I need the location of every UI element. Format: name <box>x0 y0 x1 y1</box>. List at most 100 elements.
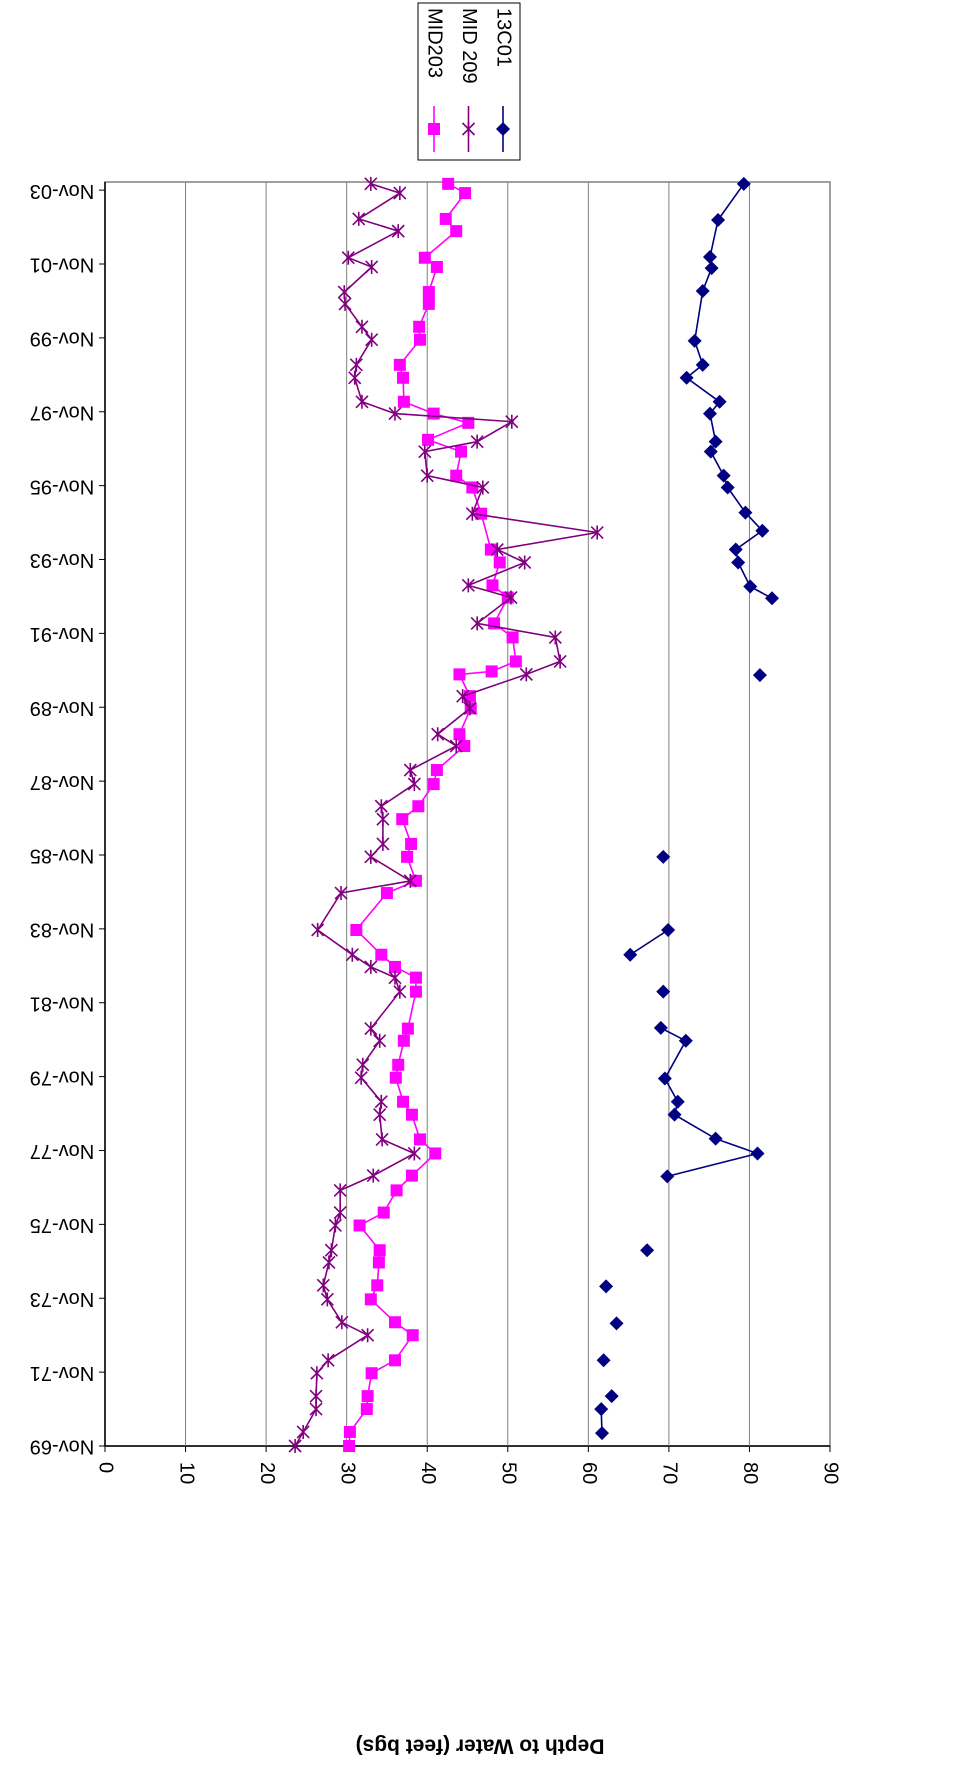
data-point <box>375 1132 389 1147</box>
data-point <box>604 1389 619 1404</box>
date-tick-label: Nov-77 <box>30 1140 94 1162</box>
legend-label: MID 209 <box>458 8 480 84</box>
data-point <box>403 763 417 778</box>
data-point <box>720 480 735 495</box>
data-point <box>755 523 770 538</box>
data-point <box>702 406 717 421</box>
data-point <box>505 414 519 429</box>
data-point <box>413 1133 426 1146</box>
data-point <box>397 371 410 384</box>
data-point <box>320 1292 334 1307</box>
data-point <box>366 1168 380 1183</box>
data-point <box>397 1095 410 1108</box>
data-point <box>485 665 498 678</box>
data-point <box>470 434 484 449</box>
data-point <box>401 850 414 863</box>
data-point <box>687 333 702 348</box>
data-point <box>334 886 348 901</box>
data-point <box>407 777 421 792</box>
data-point <box>365 1367 378 1380</box>
data-point <box>679 370 694 385</box>
data-point <box>657 1071 672 1086</box>
date-tick-label: Nov-79 <box>30 1066 94 1088</box>
data-point <box>389 1316 401 1329</box>
data-point <box>450 225 463 238</box>
date-tick-label: Nov-03 <box>30 180 94 202</box>
data-point <box>548 630 562 645</box>
data-point <box>431 727 445 742</box>
data-point <box>466 481 479 494</box>
data-point <box>465 506 479 521</box>
data-point <box>392 1058 405 1071</box>
data-point <box>374 799 388 814</box>
data-point <box>393 358 406 371</box>
data-point <box>349 357 363 372</box>
data-point <box>373 1033 387 1048</box>
data-point <box>422 433 435 446</box>
legend-label: MID203 <box>424 8 446 78</box>
data-point <box>752 668 767 683</box>
data-point <box>449 739 463 754</box>
data-point <box>393 186 407 201</box>
data-point <box>345 947 359 962</box>
data-point <box>486 579 499 592</box>
data-point <box>765 591 779 606</box>
data-point <box>373 1107 387 1122</box>
data-point <box>407 1146 421 1161</box>
data-point <box>661 922 676 937</box>
data-point <box>695 283 710 298</box>
data-point <box>743 579 758 594</box>
data-point <box>455 445 468 458</box>
date-tick-label: Nov-71 <box>30 1362 94 1384</box>
data-point <box>695 357 710 372</box>
data-point <box>462 416 475 429</box>
data-point <box>450 469 463 482</box>
series-line <box>294 183 598 1447</box>
data-point <box>360 1403 373 1416</box>
data-point <box>316 1278 330 1293</box>
data-point <box>371 1279 384 1292</box>
value-tick-label: 70 <box>659 1462 681 1484</box>
data-point <box>736 176 751 191</box>
data-point <box>640 1243 655 1258</box>
data-point <box>461 578 475 593</box>
data-point <box>413 333 426 346</box>
data-point <box>409 971 422 984</box>
series-line <box>600 183 773 1434</box>
data-point <box>390 1184 403 1197</box>
data-point <box>594 1402 609 1417</box>
data-point <box>609 1316 624 1331</box>
data-point <box>660 1169 675 1184</box>
data-point <box>553 654 567 669</box>
data-point <box>442 177 455 190</box>
data-point <box>405 1169 418 1182</box>
data-point <box>324 1243 338 1258</box>
data-point <box>678 1033 693 1048</box>
data-point <box>595 1426 610 1441</box>
data-point <box>405 837 418 850</box>
data-point <box>738 505 753 520</box>
series-line <box>348 183 517 1447</box>
data-point <box>490 542 504 557</box>
data-point <box>389 960 401 973</box>
date-tick-label: Nov-93 <box>30 549 94 571</box>
data-point <box>656 849 671 864</box>
data-point <box>396 813 409 826</box>
data-point <box>364 849 378 864</box>
data-point <box>365 259 379 274</box>
data-point <box>309 1402 323 1417</box>
data-point <box>430 260 443 273</box>
data-point <box>364 959 378 974</box>
value-tick-label: 20 <box>256 1462 278 1484</box>
data-point <box>375 948 388 961</box>
data-point <box>475 507 488 520</box>
date-tick-label: Nov-75 <box>30 1214 94 1236</box>
data-point <box>388 406 402 421</box>
plot-area <box>104 181 831 1447</box>
data-point <box>422 297 435 310</box>
data-point <box>476 480 490 495</box>
data-point <box>354 1070 368 1085</box>
value-tick-label: 40 <box>417 1462 439 1484</box>
data-point <box>623 947 638 962</box>
